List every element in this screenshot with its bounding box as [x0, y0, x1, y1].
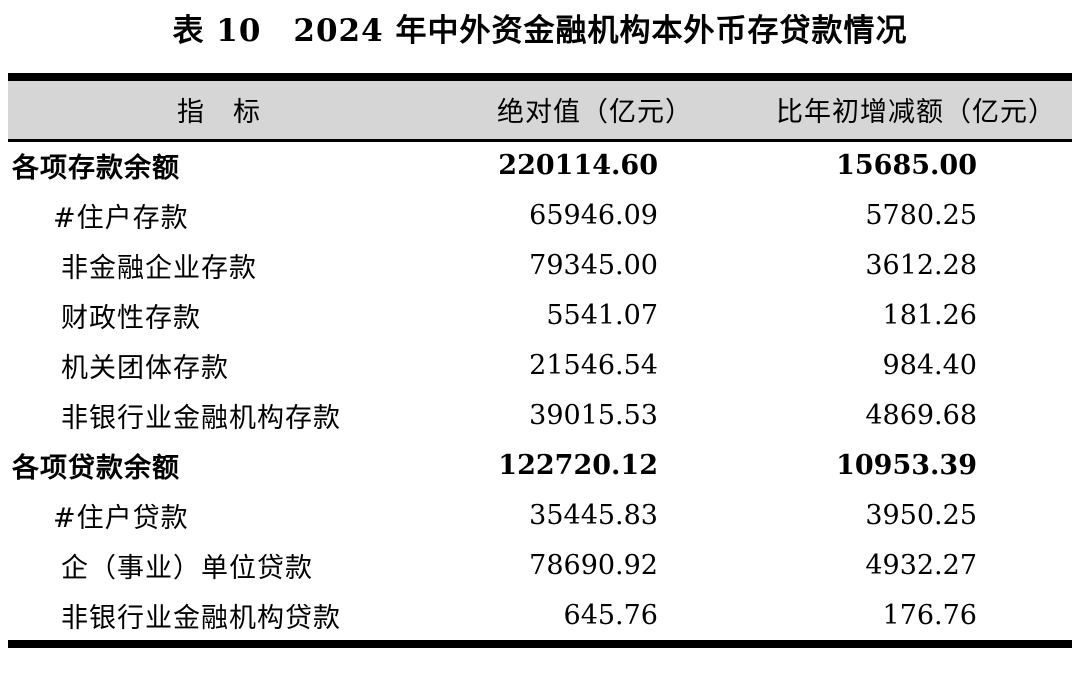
absolute-value-cell: 5541.07 [546, 299, 658, 331]
absolute-value-cell: 79345.00 [529, 249, 658, 281]
indicator-cell: 企（事业）单位贷款 [61, 552, 313, 584]
indicator-cell: 非银行业金融机构贷款 [61, 602, 341, 634]
indicator-cell: 各项贷款余额 [12, 452, 180, 484]
table-row-household-loans: #住户贷款 35445.83 3950.25 [8, 490, 1072, 540]
change-value-cell: 4869.68 [865, 399, 977, 431]
absolute-value-cell: 65946.09 [529, 199, 658, 231]
indicator-cell: 非银行业金融机构存款 [61, 402, 341, 434]
change-value-cell: 3612.28 [865, 249, 977, 281]
page-title: 表 10 2024 年中外资金融机构本外币存贷款情况 [172, 13, 908, 49]
table-row-enterprise-unit-loans: 企（事业）单位贷款 78690.92 4932.27 [8, 540, 1072, 590]
indicator-cell: #住户贷款 [53, 502, 189, 534]
table-body: 各项存款余额 220114.60 15685.00 #住户存款 65946.09… [8, 140, 1072, 640]
column-header-change-from-year-start: 比年初增减额（亿元） [776, 97, 1056, 129]
table-row-total-deposits: 各项存款余额 220114.60 15685.00 [8, 140, 1072, 190]
indicator-cell: 各项存款余额 [12, 153, 180, 185]
absolute-value-cell: 21546.54 [529, 349, 658, 381]
change-value-cell: 181.26 [882, 299, 977, 331]
absolute-value-cell: 35445.83 [529, 499, 658, 531]
absolute-value-cell: 78690.92 [529, 549, 658, 581]
table-row-fiscal-deposits: 财政性存款 5541.07 181.26 [8, 290, 1072, 340]
table-row-government-organization-deposits: 机关团体存款 21546.54 984.40 [8, 340, 1072, 390]
change-value-cell: 4932.27 [865, 549, 977, 581]
indicator-cell: 非金融企业存款 [61, 252, 257, 284]
change-value-cell: 176.76 [882, 599, 977, 631]
absolute-value-cell: 645.76 [563, 599, 658, 631]
table-row-nonbank-financial-institution-deposits: 非银行业金融机构存款 39015.53 4869.68 [8, 390, 1072, 440]
column-header-indicator: 指 标 [177, 97, 261, 129]
change-value-cell: 984.40 [882, 349, 977, 381]
header-row: 指 标 绝对值（亿元） 比年初增减额（亿元） [8, 81, 1072, 140]
table-row-nonfinancial-enterprise-deposits: 非金融企业存款 79345.00 3612.28 [8, 240, 1072, 290]
change-value-cell: 10953.39 [836, 449, 977, 481]
absolute-value-cell: 220114.60 [498, 150, 658, 182]
table-header: 指 标 绝对值（亿元） 比年初增减额（亿元） [8, 81, 1072, 140]
table-row-nonbank-financial-institution-loans: 非银行业金融机构贷款 645.76 176.76 [8, 590, 1072, 640]
column-header-absolute-value: 绝对值（亿元） [497, 97, 693, 129]
change-value-cell: 5780.25 [865, 199, 977, 231]
deposits-loans-table: 指 标 绝对值（亿元） 比年初增减额（亿元） 各项存款余额 220114.60 … [8, 81, 1072, 640]
table-row-total-loans: 各项贷款余额 122720.12 10953.39 [8, 440, 1072, 490]
data-table-container: 指 标 绝对值（亿元） 比年初增减额（亿元） 各项存款余额 220114.60 … [8, 73, 1072, 648]
change-value-cell: 15685.00 [836, 150, 977, 182]
absolute-value-cell: 122720.12 [498, 449, 658, 481]
indicator-cell: 机关团体存款 [61, 352, 229, 384]
change-value-cell: 3950.25 [865, 499, 977, 531]
absolute-value-cell: 39015.53 [529, 399, 658, 431]
indicator-cell: 财政性存款 [61, 302, 201, 334]
table-row-household-deposits: #住户存款 65946.09 5780.25 [8, 190, 1072, 240]
indicator-cell: #住户存款 [53, 202, 189, 234]
